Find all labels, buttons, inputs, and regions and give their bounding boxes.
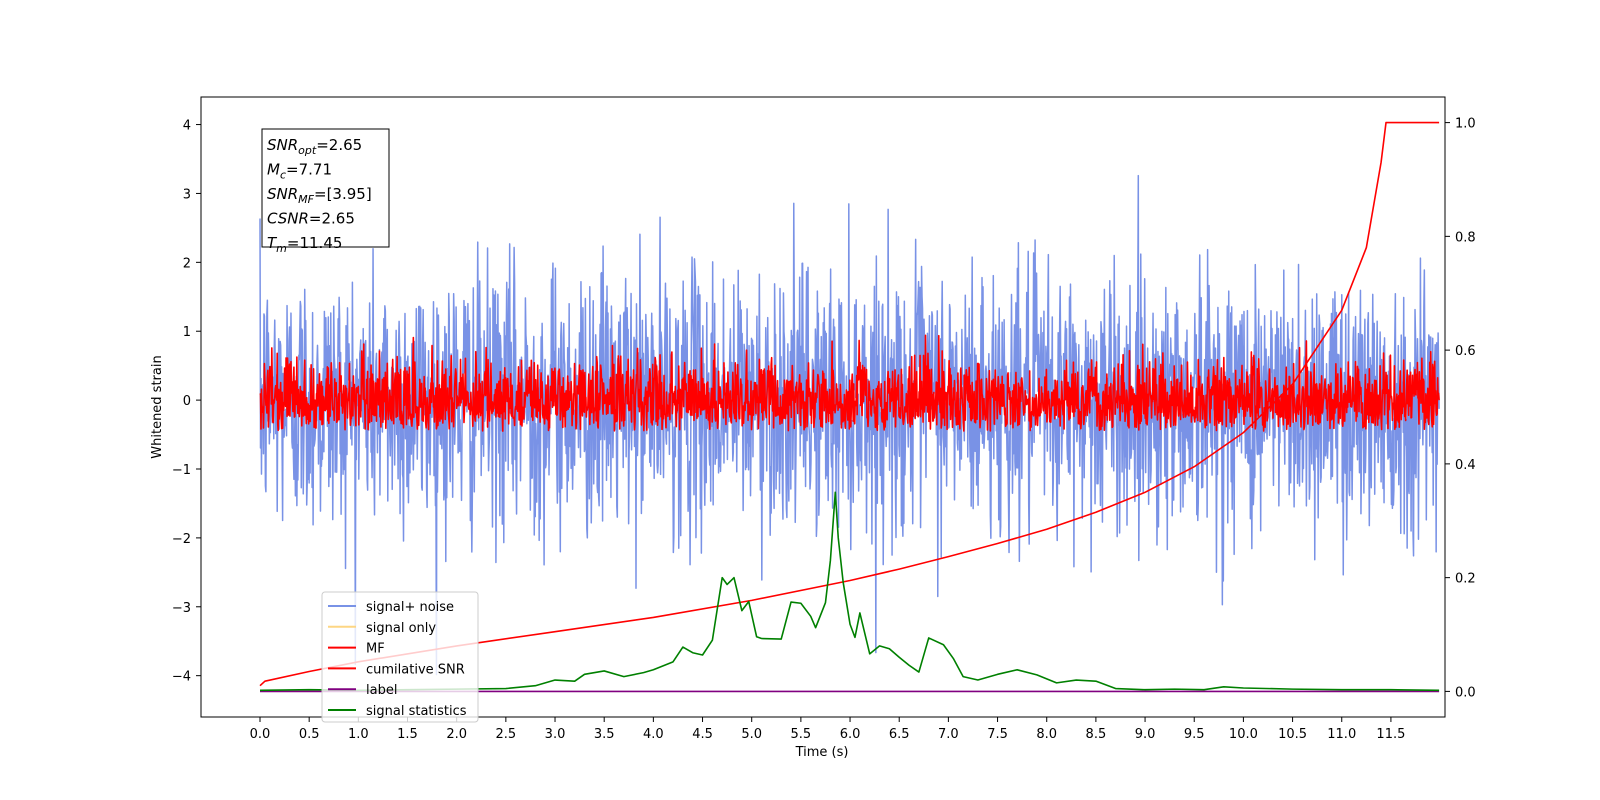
x-tick-label: 3.0: [545, 727, 566, 742]
legend-label: signal only: [366, 621, 436, 636]
x-tick-label: 1.0: [348, 727, 369, 742]
y2-tick-label: 0.8: [1455, 230, 1476, 245]
x-tick-label: 3.5: [594, 727, 615, 742]
y-tick-label: 4: [183, 119, 191, 134]
info-box-frame: [261, 128, 390, 248]
legend: signal+ noise signal only MF cumilative SNR…: [321, 591, 479, 723]
info-line: SNRMF=[3.95]: [267, 185, 372, 206]
y2-tick-label: 0.0: [1455, 685, 1476, 700]
x-tick-label: 0.5: [299, 727, 320, 742]
info-line: Mc=7.71: [267, 161, 332, 182]
legend-frame: [321, 591, 479, 723]
y2-tick-label: 0.2: [1455, 572, 1476, 587]
x-tick-label: 0.0: [250, 727, 271, 742]
y-axis-label: Whitened strain: [150, 355, 165, 458]
x-tick-label: 7.5: [987, 727, 1008, 742]
y2-axis: 0.0 0.2 0.4 0.6 0.8 1.0: [1445, 117, 1476, 700]
x-tick-label: 5.0: [741, 727, 762, 742]
y2-tick-label: 0.4: [1455, 458, 1476, 473]
x-tick-label: 10.5: [1278, 727, 1307, 742]
x-tick-label: 10.0: [1229, 727, 1258, 742]
legend-label: cumilative SNR: [366, 662, 465, 677]
legend-label: signal+ noise: [366, 600, 454, 615]
x-tick-label: 9.5: [1184, 727, 1205, 742]
x-tick-label: 1.5: [397, 727, 418, 742]
y-axis: −4 −3 −2 −1 0 1 2 3 4: [172, 119, 201, 685]
info-line: Tm=11.45: [267, 234, 342, 255]
info-line: SNRopt=2.65: [267, 136, 362, 157]
x-tick-label: 8.5: [1086, 727, 1107, 742]
x-tick-label: 6.0: [840, 727, 861, 742]
y-tick-label: −4: [172, 670, 191, 685]
x-tick-label: 11.5: [1376, 727, 1405, 742]
x-tick-label: 8.0: [1036, 727, 1057, 742]
legend-label: label: [366, 683, 397, 698]
x-tick-label: 7.0: [938, 727, 959, 742]
plot-frame: [200, 96, 1446, 718]
info-line: CSNR=2.65: [267, 210, 355, 228]
y-tick-label: 2: [183, 256, 191, 271]
info-box: SNRopt=2.65 Mc=7.71 SNRMF=[3.95] CSNR=2.65 T…: [261, 128, 390, 255]
x-tick-label: 4.5: [692, 727, 713, 742]
x-tick-label: 5.5: [791, 727, 812, 742]
x-tick-label: 6.5: [889, 727, 910, 742]
x-tick-label: 11.0: [1327, 727, 1356, 742]
y-tick-label: 0: [183, 394, 191, 409]
series-mf: [259, 334, 1440, 432]
x-axis-label: Time (s): [795, 745, 849, 760]
x-tick-label: 9.0: [1135, 727, 1156, 742]
x-tick-label: 4.0: [643, 727, 664, 742]
y-tick-label: 3: [183, 187, 191, 202]
x-tick-label: 2.0: [446, 727, 467, 742]
y2-tick-label: 0.6: [1455, 344, 1476, 359]
x-axis: 0.0 0.5 1.0 1.5 2.0 2.5 3.0 3.5 4.0 4.5 5.0 5.5 6.0 6…: [250, 717, 1405, 742]
y-tick-label: −3: [172, 601, 191, 616]
y-tick-label: −2: [172, 532, 191, 547]
legend-label: signal statistics: [366, 704, 467, 719]
x-tick-label: 2.5: [496, 727, 517, 742]
y-tick-label: 1: [183, 325, 191, 340]
y2-tick-label: 1.0: [1455, 117, 1476, 132]
y-tick-label: −1: [172, 463, 191, 478]
series-signal-statistics: [259, 491, 1440, 692]
legend-label: MF: [366, 642, 385, 657]
